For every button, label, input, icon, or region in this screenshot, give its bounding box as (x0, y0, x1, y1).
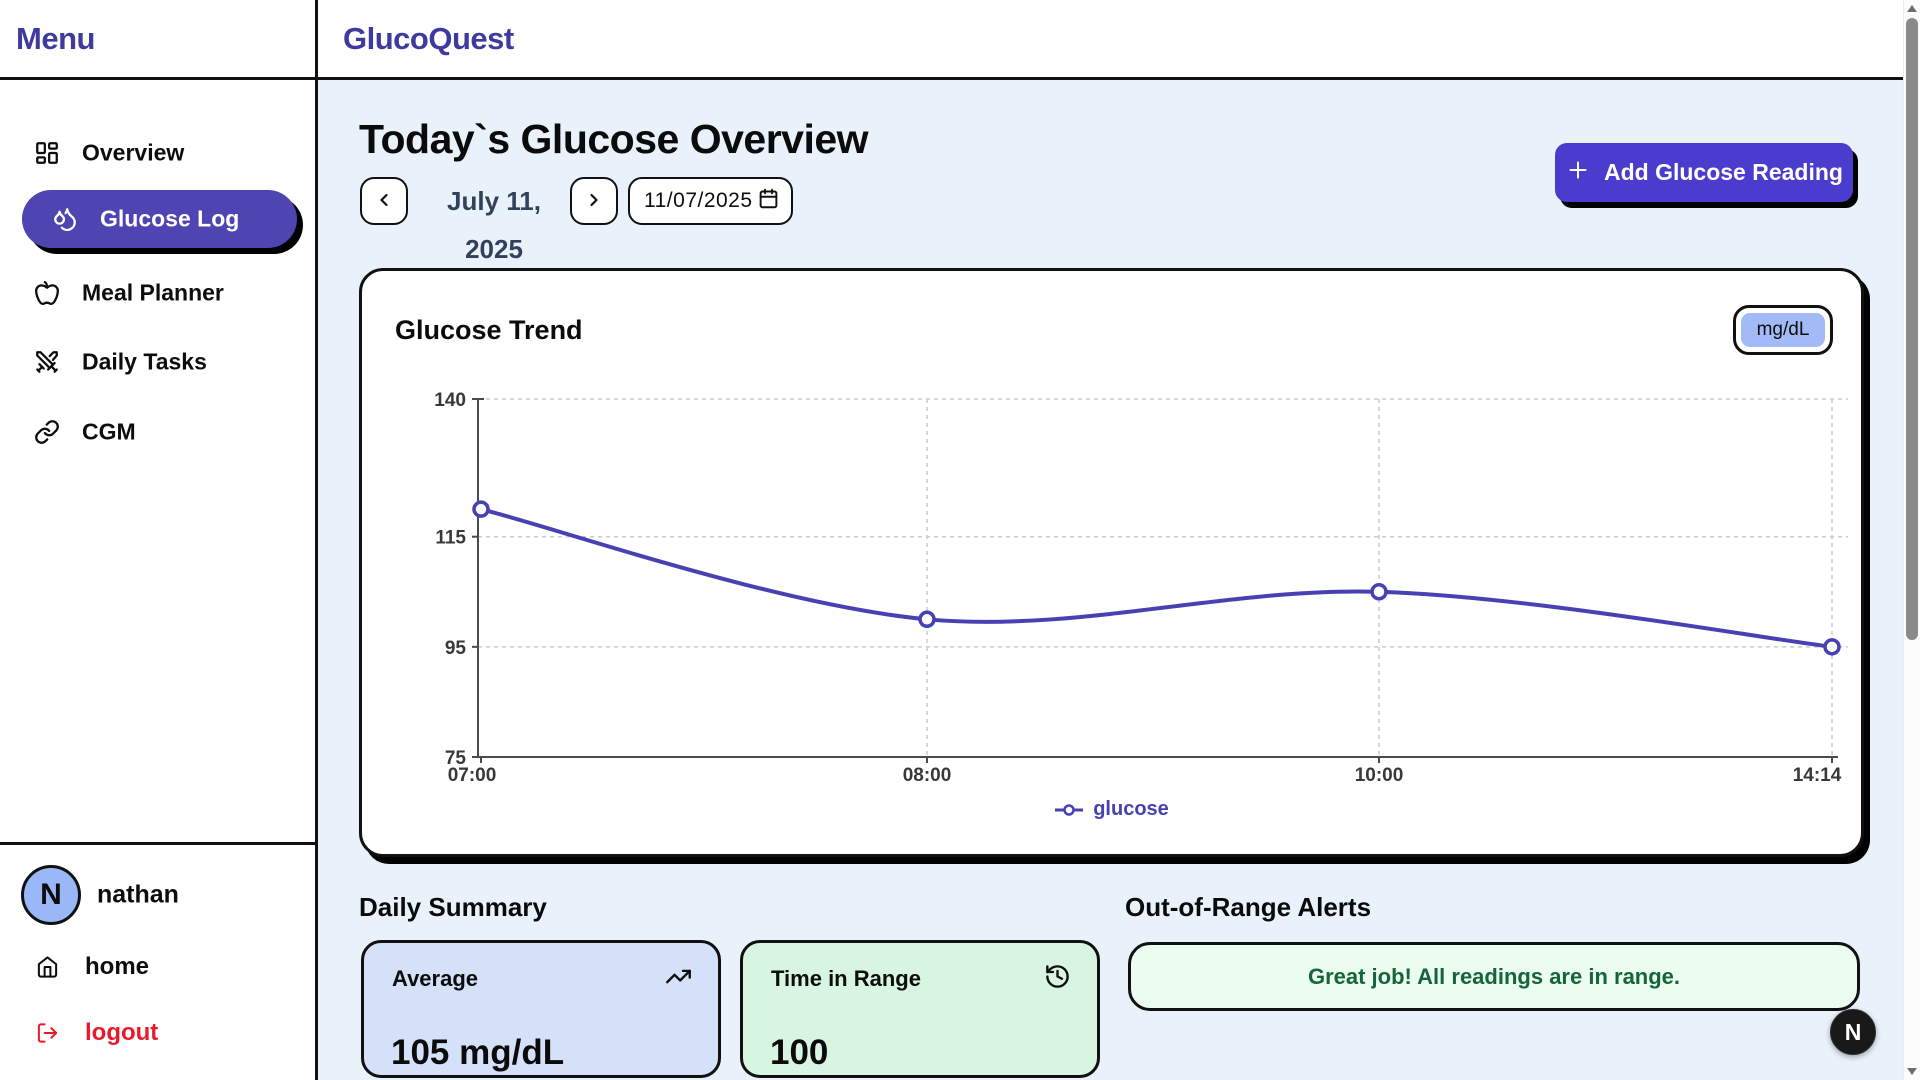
sidebar-item-label: Overview (82, 139, 185, 166)
nextjs-dev-badge[interactable]: N (1830, 1009, 1876, 1055)
sidebar-link-label: logout (85, 1019, 159, 1046)
link-icon (34, 419, 60, 445)
sidebar-divider (0, 842, 315, 845)
average-card-label: Average (392, 966, 479, 991)
average-card: Average 105 mg/dL (361, 940, 721, 1078)
history-clock-icon (1044, 963, 1071, 990)
sidebar-item-cgm[interactable]: CGM (0, 409, 315, 455)
scrollbar-thumb[interactable] (1906, 18, 1918, 640)
avatar: N (21, 865, 81, 925)
svg-text:75: 75 (445, 748, 467, 769)
sidebar-item-label: Meal Planner (82, 279, 224, 306)
alerts-heading: Out-of-Range Alerts (1125, 892, 1372, 922)
scrollbar-up-arrow-icon[interactable] (1907, 5, 1917, 12)
in-range-alert-message: Great job! All readings are in range. (1128, 942, 1860, 1011)
date-picker-value: 11/07/2025 (644, 189, 753, 212)
calendar-icon[interactable] (758, 188, 779, 214)
sidebar: Menu Overview Glucose Log Meal Planner D (0, 0, 318, 1080)
sidebar-item-label: Glucose Log (100, 205, 240, 232)
sidebar-link-logout[interactable]: logout (0, 1015, 315, 1051)
chevron-left-icon (374, 190, 394, 213)
date-navigation: July 11, 2025 11/07/2025 (318, 177, 1903, 264)
vertical-scrollbar (1903, 0, 1920, 1080)
time-in-range-card: Time in Range 100 (740, 940, 1100, 1078)
trending-up-icon (665, 963, 692, 990)
top-header: GlucoQuest (318, 0, 1903, 80)
previous-day-button[interactable] (360, 177, 408, 225)
svg-text:95: 95 (445, 638, 467, 659)
next-day-button[interactable] (570, 177, 618, 225)
crossed-swords-icon (34, 349, 60, 375)
time-in-range-value: 100 (770, 1033, 829, 1072)
svg-text:115: 115 (435, 528, 466, 549)
legend-label: glucose (1093, 798, 1169, 820)
unit-toggle-label: mg/dL (1741, 313, 1825, 347)
svg-text:140: 140 (434, 390, 466, 411)
chart-title: Glucose Trend (395, 315, 583, 345)
daily-summary-heading: Daily Summary (359, 892, 547, 922)
date-picker-input[interactable]: 11/07/2025 (628, 177, 793, 225)
app-logo-text: GlucoQuest (343, 21, 514, 56)
time-in-range-label: Time in Range (771, 966, 921, 991)
average-card-value: 105 mg/dL (391, 1033, 565, 1072)
sidebar-item-overview[interactable]: Overview (0, 130, 315, 176)
sidebar-item-label: Daily Tasks (82, 348, 207, 375)
logout-icon (36, 1022, 59, 1045)
sidebar-item-meal-planner[interactable]: Meal Planner (0, 270, 315, 316)
sidebar-item-label: CGM (82, 418, 136, 445)
dashboard-grid-icon (34, 140, 60, 166)
svg-text:10:00: 10:00 (1355, 765, 1404, 786)
add-glucose-reading-button[interactable]: Add Glucose Reading (1555, 143, 1853, 202)
sidebar-item-glucose-log[interactable]: Glucose Log (22, 190, 297, 248)
svg-text:14:14: 14:14 (1793, 765, 1842, 786)
sidebar-item-daily-tasks[interactable]: Daily Tasks (0, 339, 315, 385)
sidebar-link-label: home (85, 953, 150, 980)
menu-title: Menu (16, 21, 95, 56)
main-content: Today`s Glucose Overview July 11, 2025 1… (318, 80, 1903, 1080)
svg-text:07:00: 07:00 (448, 765, 497, 786)
add-button-label: Add Glucose Reading (1604, 159, 1843, 185)
unit-toggle-button[interactable]: mg/dL (1733, 305, 1833, 355)
user-name: nathan (97, 880, 179, 909)
legend-line-icon (1055, 803, 1084, 816)
glucose-trend-card: Glucose Trend mg/dL 75 95 115 140 07:00 08:00… (359, 268, 1864, 857)
apple-icon (34, 280, 60, 306)
scrollbar-down-arrow-icon[interactable] (1907, 1068, 1917, 1075)
current-date-label: July 11, 2025 (447, 186, 541, 264)
droplets-icon (52, 206, 78, 232)
sidebar-header: Menu (0, 0, 315, 80)
svg-text:08:00: 08:00 (903, 765, 952, 786)
user-profile: N nathan (0, 862, 315, 928)
chart-legend: glucose (362, 798, 1861, 821)
page-title: Today`s Glucose Overview (359, 116, 869, 162)
plus-icon (1565, 157, 1591, 189)
glucose-trend-chart: 75 95 115 140 07:00 08:00 10:00 14:14 (434, 390, 1848, 786)
chevron-right-icon (584, 190, 604, 213)
sidebar-link-home[interactable]: home (0, 949, 315, 985)
home-icon (36, 956, 59, 979)
